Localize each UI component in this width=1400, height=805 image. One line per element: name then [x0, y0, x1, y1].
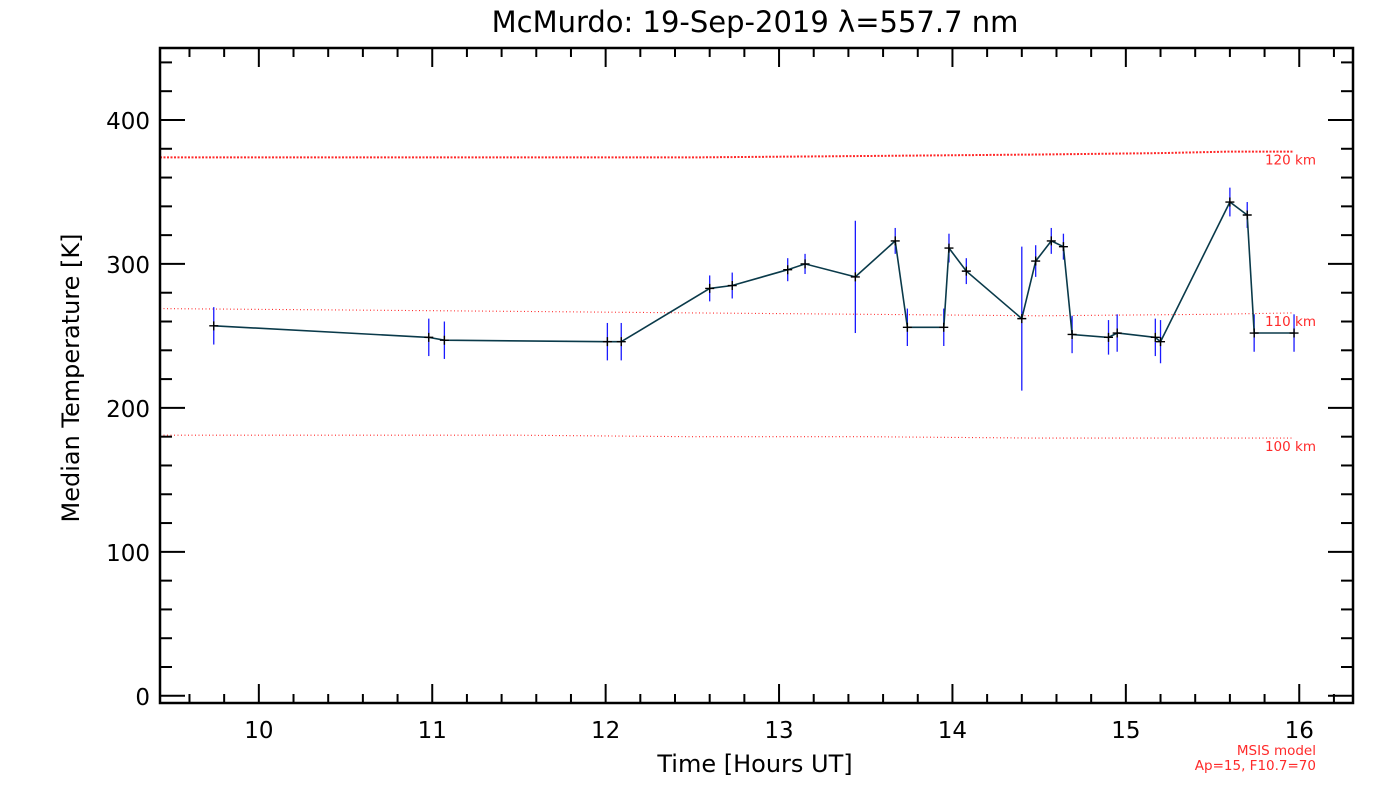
chart-title: McMurdo: 19-Sep-2019 λ=557.7 nm [492, 5, 1019, 39]
data-point [209, 321, 219, 331]
data-point [1225, 197, 1235, 207]
data-point [1017, 314, 1027, 324]
x-tick-label: 13 [764, 718, 793, 744]
x-tick-label: 16 [1285, 718, 1314, 744]
y-tick-label: 300 [106, 253, 150, 279]
y-tick-label: 200 [106, 397, 150, 423]
plot-frame [158, 46, 1355, 705]
data-point [1031, 256, 1041, 266]
data-point [939, 322, 949, 332]
x-tick-label: 10 [244, 718, 273, 744]
model-curve-110-km [159, 308, 1295, 317]
data-point [616, 337, 626, 347]
data-point [1242, 210, 1252, 220]
data-point [961, 266, 971, 276]
series-line [213, 200, 1294, 343]
model-curve-120-km [160, 150, 1294, 159]
x-tick-label: 12 [591, 718, 620, 744]
data-point [1150, 332, 1160, 342]
data-point [890, 236, 900, 246]
data-point [1067, 329, 1077, 339]
axis-ticks: 10 11 12 13 14 15 16 0 100 200 300 400 [106, 48, 1353, 744]
data-point [944, 243, 954, 253]
data-point [902, 322, 912, 332]
model-name-note: MSIS model [1237, 743, 1316, 759]
model-params-note: Ap=15, F10.7=70 [1195, 758, 1316, 774]
data-point [439, 335, 449, 345]
y-axis-label: Median Temperature [K] [57, 233, 85, 522]
data-point [1156, 337, 1166, 347]
model-curve-100-km [160, 434, 1294, 439]
data-point [800, 259, 810, 269]
data-series [209, 187, 1299, 391]
data-point [1058, 242, 1068, 252]
model-curves: 120 km 110 km 100 km [159, 150, 1316, 455]
data-point [850, 272, 860, 282]
data-point [1112, 328, 1122, 338]
data-point [602, 337, 612, 347]
y-tick-label: 0 [135, 685, 150, 711]
model-label-120-km: 120 km [1265, 153, 1316, 169]
x-tick-label: 11 [418, 718, 447, 744]
data-point [1249, 328, 1259, 338]
data-point [1104, 332, 1113, 342]
y-tick-label: 400 [106, 109, 150, 135]
data-point [1289, 328, 1299, 338]
model-label-110-km: 110 km [1265, 314, 1316, 330]
x-tick-label: 15 [1111, 718, 1140, 744]
model-label-100-km: 100 km [1265, 439, 1316, 455]
data-point [783, 265, 793, 275]
x-tick-label: 14 [938, 718, 967, 744]
data-point [1046, 236, 1056, 246]
x-axis-label: Time [Hours UT] [656, 750, 852, 778]
data-point [705, 283, 715, 293]
data-point [727, 281, 737, 291]
data-point [424, 332, 434, 342]
y-tick-label: 100 [106, 541, 150, 567]
